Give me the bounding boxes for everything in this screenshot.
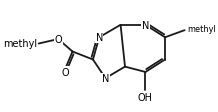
Text: N: N <box>102 74 109 83</box>
Text: O: O <box>62 67 69 77</box>
Text: methyl: methyl <box>3 39 37 49</box>
Text: OH: OH <box>138 93 153 102</box>
Text: O: O <box>54 35 62 45</box>
Text: N: N <box>142 21 149 31</box>
Text: N: N <box>95 33 103 43</box>
Text: methyl: methyl <box>187 25 216 34</box>
